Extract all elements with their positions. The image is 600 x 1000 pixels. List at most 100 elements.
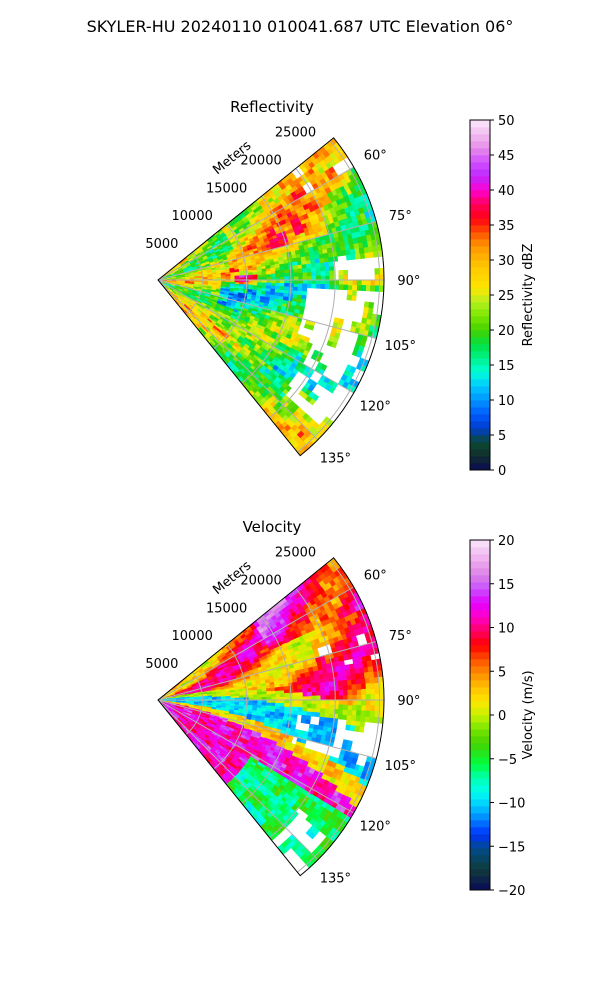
field-cells: [279, 686, 285, 691]
colorbar-segment: [470, 232, 490, 240]
colorbar-segment: [470, 708, 490, 716]
field-cells: [300, 298, 307, 304]
colorbar-tick-label: 5: [498, 429, 506, 444]
field-cells: [170, 283, 208, 314]
field-cells: [265, 270, 272, 275]
colorbar-segment: [470, 736, 490, 744]
field-cells: [166, 277, 172, 280]
colorbar-segment: [470, 883, 490, 891]
field-cells: [320, 284, 326, 290]
field-cells: [169, 712, 174, 718]
azimuth-radial: [157, 699, 319, 861]
field-cells: [305, 255, 311, 261]
colorbar-segment: [470, 253, 490, 261]
azimuth-radial: [157, 279, 319, 441]
field-cells: [166, 700, 172, 702]
colorbar-tick-label: −10: [498, 797, 525, 812]
range-tick-label: 20000: [240, 153, 281, 168]
field-cells: [266, 752, 273, 758]
field-cells: [202, 277, 208, 280]
colorbar-segment: [470, 148, 490, 156]
field-cells: [225, 275, 231, 279]
field-cells: [314, 258, 321, 264]
field-cells: [274, 686, 280, 692]
field-cells: [240, 661, 247, 666]
colorbar-segment: [470, 400, 490, 408]
colorbar-segment: [470, 666, 490, 674]
field-cells: [238, 275, 245, 279]
field-cells: [168, 287, 173, 292]
field-cells: [236, 716, 243, 721]
field-cells: [202, 704, 208, 707]
field-cells: [186, 684, 192, 689]
colorbar-segment: [470, 225, 490, 233]
colorbar-segment: [470, 778, 490, 786]
field-cells: [274, 712, 280, 717]
colorbar-segment: [470, 638, 490, 646]
field-cells: [257, 387, 265, 395]
field-cells: [187, 290, 193, 294]
range-ring: [213, 643, 248, 770]
colorbar-segment: [470, 540, 490, 548]
field-cells: [302, 730, 309, 737]
azimuth-radial: [157, 641, 377, 701]
colorbar-segment: [470, 351, 490, 359]
colorbar-segment: [470, 428, 490, 436]
range-tick-label: 5000: [145, 657, 178, 672]
colorbar-segment: [470, 715, 490, 723]
field-cells: [360, 710, 366, 717]
azimuth-radial: [157, 279, 377, 339]
field-cells: [340, 670, 347, 677]
field-cells: [246, 356, 283, 396]
range-tick-label: 25000: [275, 126, 316, 141]
colorbar-segment: [470, 386, 490, 394]
colorbar-tick-label: 30: [498, 254, 515, 269]
field-cells: [349, 366, 357, 374]
range-tick-label: 25000: [275, 546, 316, 561]
colorbar-segment: [470, 848, 490, 856]
colorbar-segment: [470, 582, 490, 590]
field-cells: [285, 369, 293, 376]
colorbar-segment: [470, 659, 490, 667]
colorbar-segment: [470, 337, 490, 345]
field-cells: [297, 287, 303, 292]
field-cells: [302, 283, 308, 289]
colorbar-tick-label: 45: [498, 149, 515, 164]
azimuth-radial: [157, 699, 377, 759]
field-cells: [164, 705, 169, 710]
field-cells: [229, 759, 236, 765]
field-cells: [171, 281, 221, 335]
field-cells: [278, 292, 285, 297]
field-cells: [290, 362, 298, 369]
colorbar-segment: [470, 421, 490, 429]
field-cells: [187, 708, 237, 726]
field-cells: [231, 337, 238, 343]
field-cells: [224, 323, 231, 329]
colorbar-segment: [470, 652, 490, 660]
field-cells: [292, 747, 299, 754]
colorbar-segment: [470, 792, 490, 800]
colorbar-segment: [470, 729, 490, 737]
field-cells: [195, 743, 201, 749]
field-cells: [201, 730, 234, 781]
field-cells: [305, 815, 313, 823]
colorbar-segment: [470, 120, 490, 128]
colorbar-segment: [470, 358, 490, 366]
field-cells: [296, 430, 305, 439]
colorbar-segment: [470, 463, 490, 471]
field-cells: [219, 350, 225, 356]
field-cells: [220, 283, 269, 347]
radar-field: [160, 137, 385, 456]
field-cells: [273, 790, 281, 798]
field-cells: [225, 703, 231, 706]
azimuth-radial: [157, 166, 354, 281]
colorbar-segment: [470, 239, 490, 247]
colorbar-segment: [470, 771, 490, 779]
colorbar-segment: [470, 456, 490, 464]
azimuth-tick-label: 90°: [397, 694, 420, 709]
azimuth-tick-label: 75°: [389, 629, 412, 644]
field-cells: [175, 299, 180, 305]
field-cells: [284, 837, 299, 852]
field-cells: [234, 304, 241, 310]
azimuth-tick-label: 120°: [360, 819, 391, 834]
